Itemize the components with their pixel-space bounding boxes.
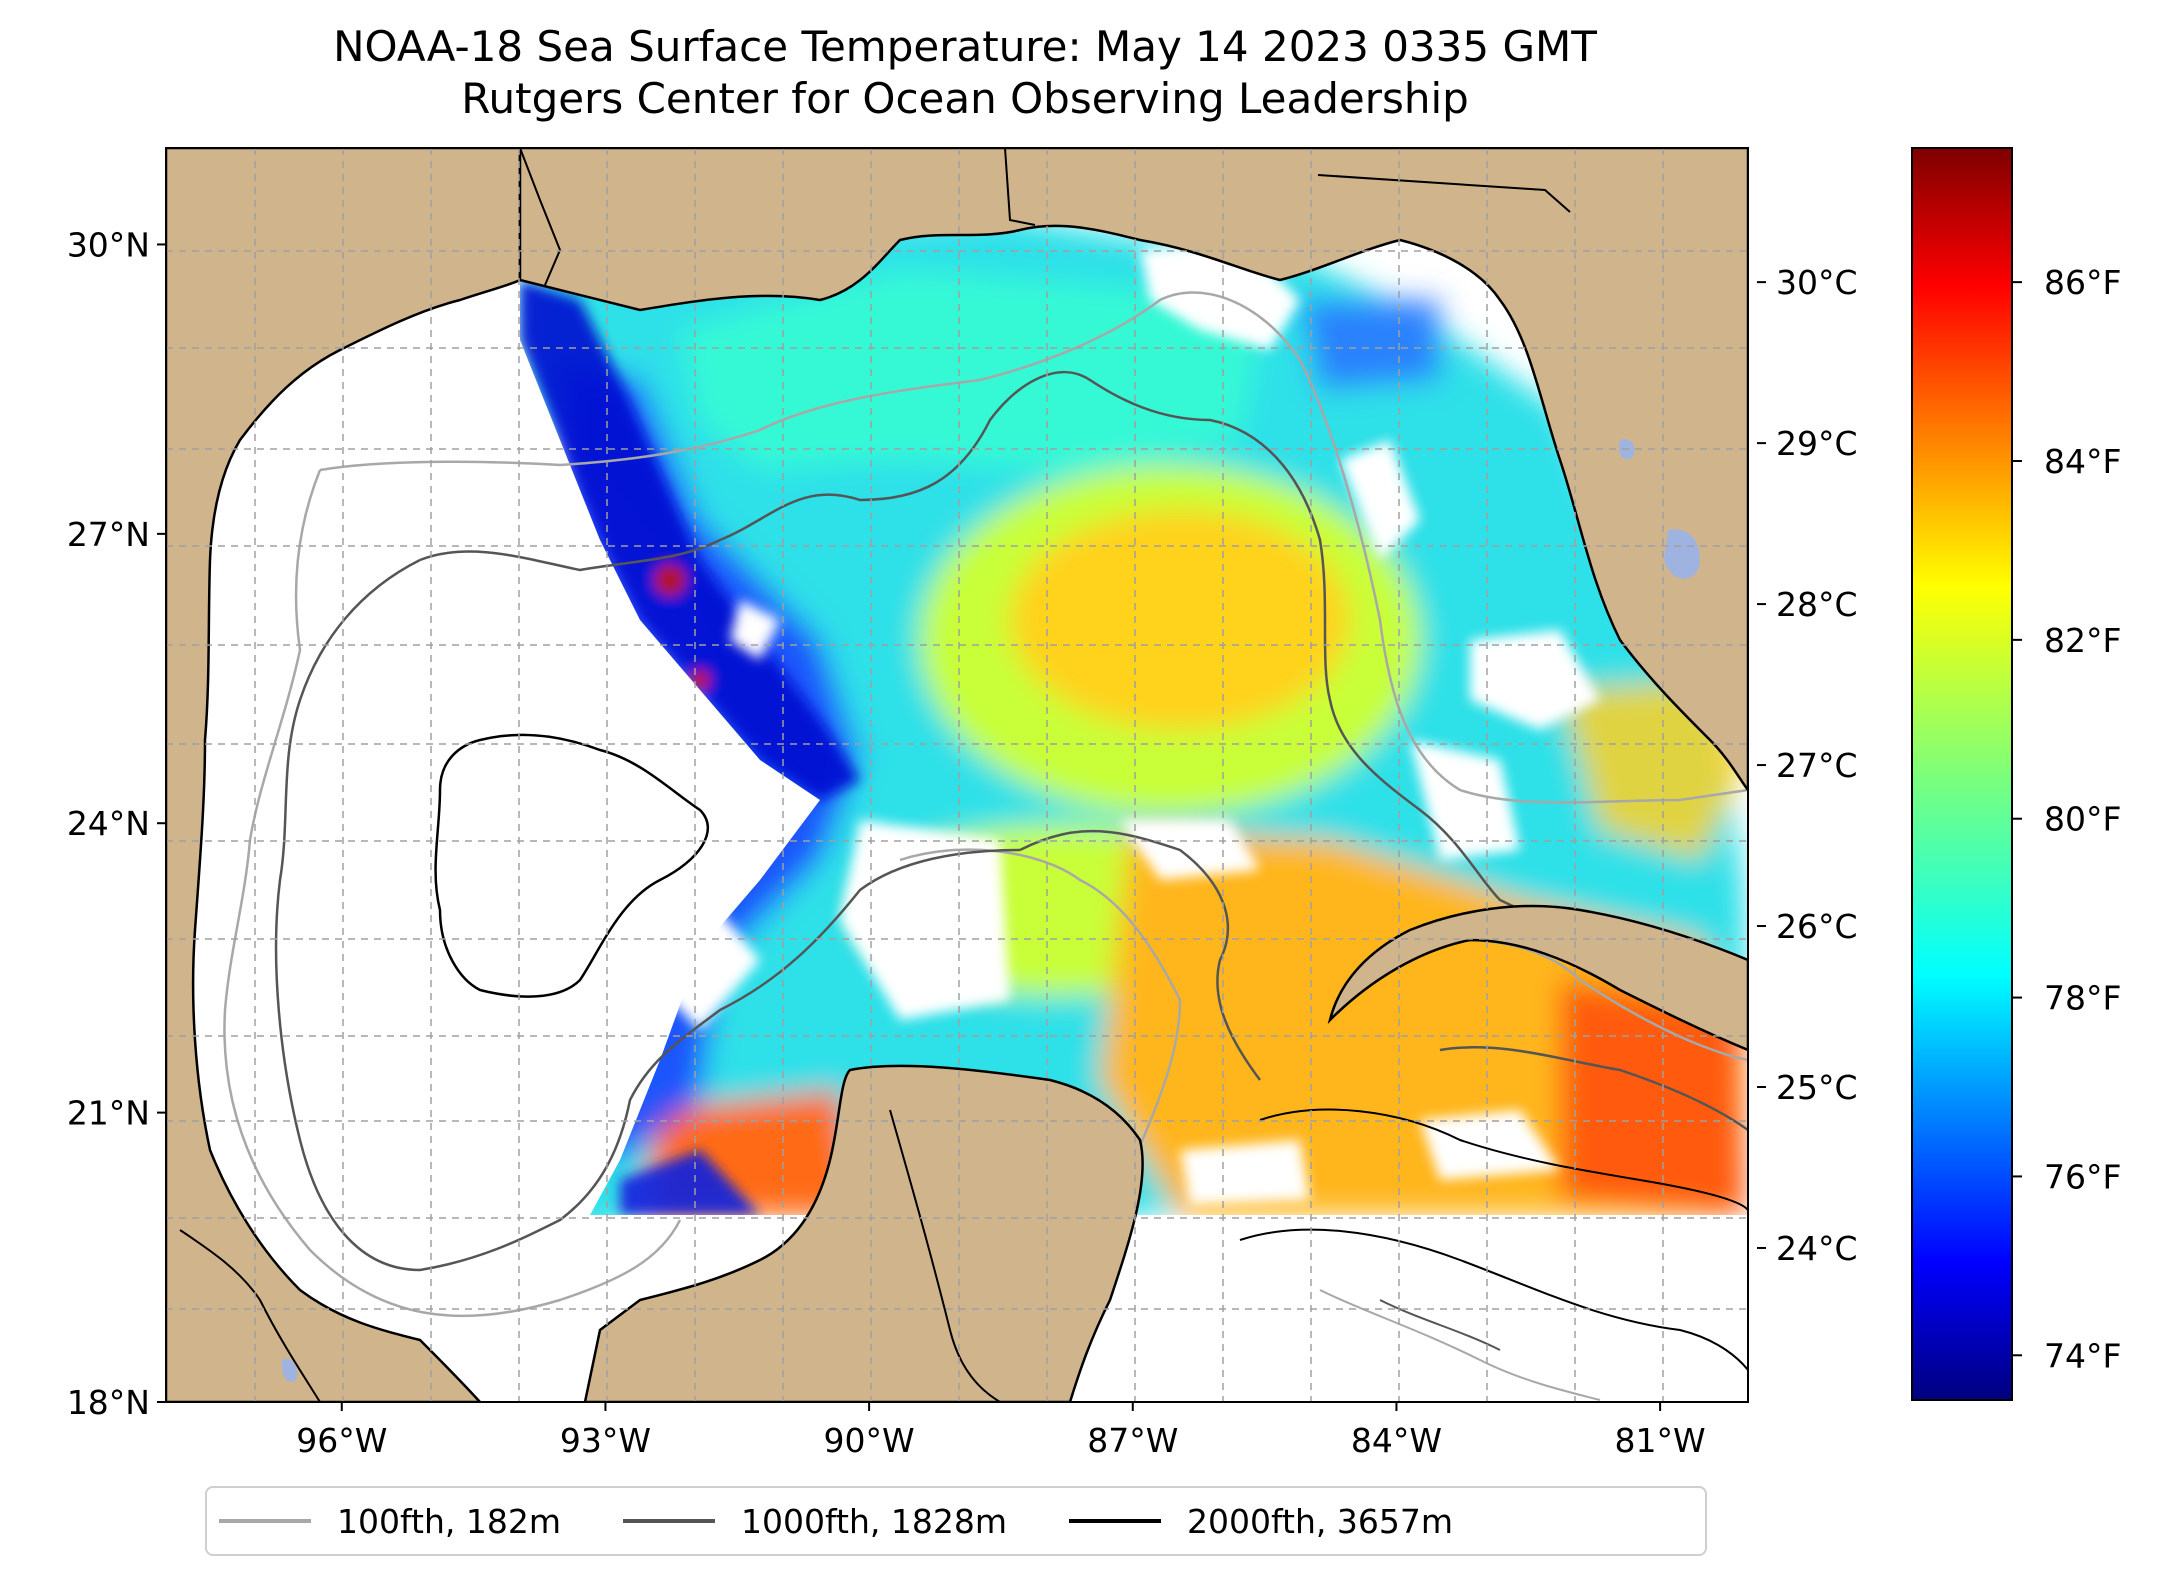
legend-item-100fth: 100fth, 182m <box>219 1502 561 1541</box>
lat-tick-label: 24°N <box>67 804 150 843</box>
colorbar-c-label: 27°C <box>1776 746 1858 785</box>
lon-tick-label: 84°W <box>1351 1421 1442 1460</box>
border-mississippi-alabama <box>1004 148 1036 226</box>
gridlines <box>166 148 1748 1402</box>
map-plot-area <box>166 148 1748 1402</box>
colorbar-f-label: 86°F <box>2044 263 2121 302</box>
legend-label-100fth: 100fth, 182m <box>337 1501 561 1541</box>
lake-okeechobee <box>1664 529 1700 579</box>
west-gulf-no-data <box>166 280 820 1215</box>
yucatan-land <box>583 1064 1144 1402</box>
map-frame <box>165 147 1749 1403</box>
colorbar-f-label: 76°F <box>2044 1157 2121 1196</box>
longitude-axis: 96°W 93°W 90°W 87°W 84°W 81°W <box>296 1402 1706 1460</box>
lon-tick-label: 93°W <box>560 1421 651 1460</box>
contour-2000fth-caribbean <box>1239 1228 1748 1371</box>
contour-1000fth-caribbean <box>1379 1299 1501 1351</box>
lat-tick-label: 27°N <box>67 515 150 554</box>
lon-tick-label: 87°W <box>1087 1421 1178 1460</box>
legend-swatch-100fth <box>219 1519 311 1523</box>
legend-swatch-1000fth <box>623 1519 715 1523</box>
cloud-gaps <box>660 240 1730 1205</box>
bathymetry-contours <box>223 291 1748 1401</box>
contour-1000fth-west <box>274 558 1021 1272</box>
colorbar-c-label: 30°C <box>1776 263 1858 302</box>
bathymetry-legend: 100fth, 182m 1000fth, 1828m 2000fth, 365… <box>205 1486 1707 1556</box>
border-florida-georgia <box>1317 174 1571 213</box>
lat-tick-label: 18°N <box>67 1383 150 1422</box>
contour-1000fth-east <box>419 370 1748 992</box>
colorbar-c-label: 25°C <box>1776 1068 1858 1107</box>
legend-label-2000fth: 2000fth, 3657m <box>1186 1501 1453 1541</box>
colorbar-c-label: 24°C <box>1776 1229 1858 1268</box>
contour-100fth-west <box>223 469 682 1318</box>
lat-tick-label: 30°N <box>67 225 150 264</box>
contour-100fth-caribbean <box>1319 1289 1601 1401</box>
colorbar-fahrenheit-axis: 86°F 84°F 82°F 80°F 78°F 76°F 74°F <box>2012 263 2121 1375</box>
colorbar-c-label: 29°C <box>1776 424 1858 463</box>
lon-tick-label: 81°W <box>1615 1421 1706 1460</box>
border-mexico-states <box>179 1229 321 1402</box>
border-yucatan-campeche <box>889 1109 1001 1402</box>
legend-item-2000fth: 2000fth, 3657m <box>1068 1501 1453 1541</box>
contour-2000fth-sigsbee <box>434 733 710 998</box>
colorbar-c-label: 26°C <box>1776 907 1858 946</box>
latitude-axis: 30°N 27°N 24°N 21°N 18°N <box>67 225 166 1422</box>
state-borders <box>179 148 1571 1402</box>
contour-2000fth-cayman <box>1259 1108 1748 1211</box>
contour-100fth-shelf <box>319 291 1748 804</box>
us-gulf-coast-florida <box>518 148 1748 793</box>
colorbar-f-label: 82°F <box>2044 621 2121 660</box>
map-subtitle: Rutgers Center for Ocean Observing Leade… <box>461 74 1469 123</box>
colorbar <box>1911 147 2013 1401</box>
legend-swatch-2000fth <box>1068 1519 1161 1523</box>
lon-tick-label: 96°W <box>296 1421 387 1460</box>
colorbar-f-label: 84°F <box>2044 442 2121 481</box>
mexico-texas-land <box>166 148 522 1402</box>
legend-item-1000fth: 1000fth, 1828m <box>623 1502 1007 1541</box>
contour-1000fth-south <box>1019 829 1262 1081</box>
colorbar-celsius-axis: 30°C 29°C 28°C 27°C 26°C 25°C 24°C <box>1757 263 1858 1268</box>
colorbar-c-label: 28°C <box>1776 585 1858 624</box>
legend-label-1000fth: 1000fth, 1828m <box>741 1501 1007 1541</box>
colorbar-f-label: 78°F <box>2044 979 2121 1018</box>
lon-tick-label: 90°W <box>824 1421 915 1460</box>
colorbar-f-label: 80°F <box>2044 800 2121 839</box>
contour-1000fth-cuba <box>1439 1046 1748 1132</box>
border-texas-louisiana <box>519 148 562 286</box>
map-title: NOAA-18 Sea Surface Temperature: May 14 … <box>333 22 1597 71</box>
lake-mexico <box>281 1358 298 1382</box>
colorbar-f-label: 74°F <box>2044 1336 2121 1375</box>
lat-tick-label: 21°N <box>67 1094 150 1133</box>
